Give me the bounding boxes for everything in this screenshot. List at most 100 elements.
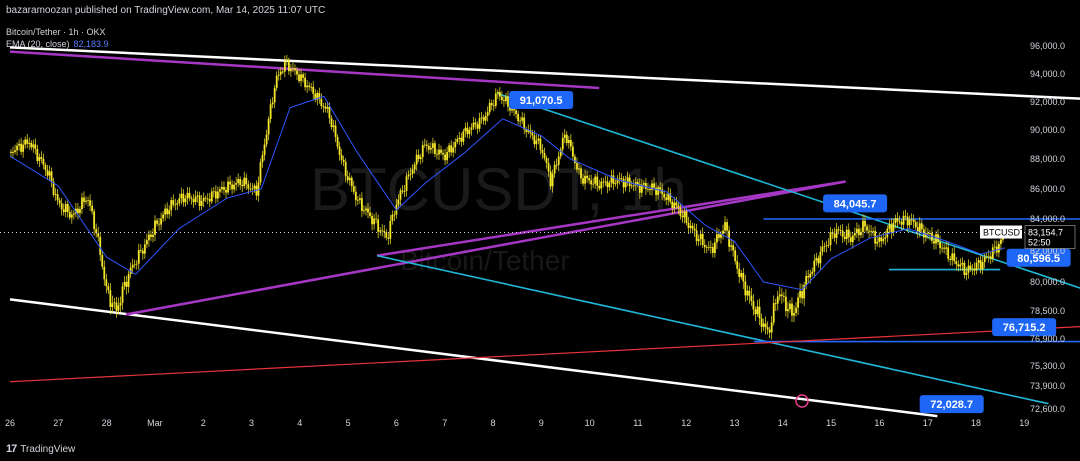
candle-body-246 — [509, 106, 511, 111]
x-tick-20: 18 — [971, 418, 981, 428]
candle-body-191 — [397, 199, 400, 205]
ema-legend[interactable]: EMA (20, close) 82,183.9 — [6, 39, 109, 49]
candle-body-138 — [290, 68, 292, 72]
candle-body-432 — [886, 228, 889, 238]
candle-body-74 — [160, 218, 162, 225]
candle-body-396 — [813, 260, 816, 272]
candle-body-199 — [413, 164, 416, 170]
candle-body-366 — [752, 301, 755, 310]
candle-body-320 — [659, 187, 662, 190]
candle-body-244 — [505, 96, 507, 102]
candle-body-184 — [383, 231, 386, 233]
candle-body-305 — [628, 177, 631, 187]
candle-body-301 — [620, 178, 623, 180]
candle-body-227 — [470, 127, 473, 130]
price-badge-price: 83,154.7 — [1028, 228, 1063, 238]
candle-body-260 — [537, 138, 540, 141]
candle-body-412 — [845, 229, 848, 239]
candle-body-104 — [221, 186, 223, 190]
candle-body-284 — [586, 175, 588, 179]
candle-body-380 — [780, 294, 783, 296]
candle-body-9 — [28, 142, 31, 144]
candle-body-152 — [318, 92, 321, 99]
candle-body-257 — [531, 132, 534, 136]
candle-body-414 — [849, 237, 852, 243]
candle-body-215 — [446, 152, 449, 161]
candle-body-374 — [768, 329, 771, 333]
candle-body-12 — [34, 144, 37, 150]
candle-body-122 — [257, 182, 260, 196]
candle-body-207 — [429, 147, 432, 150]
candle-body-265 — [547, 162, 550, 172]
candle-body-434 — [890, 224, 893, 233]
candle-body-401 — [823, 246, 826, 248]
candle-body-19 — [48, 171, 51, 176]
candle-body-221 — [458, 137, 461, 140]
candle-body-181 — [377, 219, 380, 232]
candle-body-108 — [229, 181, 231, 185]
candle-body-288 — [594, 176, 597, 184]
candle-body-173 — [361, 198, 363, 211]
candle-body-371 — [762, 323, 765, 327]
candle-body-117 — [247, 184, 250, 189]
candle-body-436 — [894, 218, 897, 224]
candle-body-478 — [979, 260, 982, 270]
candle-body-65 — [141, 250, 144, 254]
x-tick-7: 5 — [346, 418, 351, 428]
candle-body-102 — [216, 191, 219, 199]
candle-body-224 — [464, 127, 467, 132]
candle-body-186 — [387, 237, 390, 239]
candle-body-27 — [64, 204, 67, 213]
candle-body-213 — [442, 152, 444, 155]
candle-body-327 — [673, 202, 676, 209]
candle-body-6 — [22, 144, 25, 152]
candle-body-18 — [46, 170, 49, 176]
candle-body-7 — [24, 139, 27, 145]
candle-body-407 — [835, 229, 838, 238]
candle-body-272 — [561, 137, 564, 150]
candle-body-393 — [807, 276, 810, 278]
candle-body-338 — [695, 230, 698, 242]
candle-body-56 — [123, 281, 126, 287]
publisher-line: bazaramoozan published on TradingView.co… — [6, 5, 326, 16]
x-tick-14: 12 — [681, 418, 691, 428]
candle-body-52 — [115, 302, 118, 311]
candle-body-362 — [744, 281, 747, 296]
candle-body-136 — [285, 60, 288, 62]
candle-body-440 — [902, 215, 905, 225]
candle-body-118 — [249, 188, 252, 190]
candle-body-406 — [833, 233, 836, 238]
candle-body-128 — [269, 104, 272, 120]
candle-body-68 — [148, 234, 150, 241]
candle-body-222 — [460, 137, 463, 142]
candle-body-255 — [527, 129, 530, 132]
candle-body-344 — [707, 246, 710, 248]
trendline-trend-lower — [376, 254, 1049, 405]
candle-body-211 — [438, 149, 440, 155]
y-tick-2: 92,000.0 — [1030, 97, 1065, 107]
candle-body-124 — [261, 155, 264, 163]
candle-body-339 — [697, 239, 700, 242]
candle-body-43 — [97, 233, 100, 237]
candle-body-318 — [655, 187, 657, 195]
callout-label-72,028.7: 72,028.7 — [930, 399, 973, 411]
candle-body-156 — [326, 106, 329, 109]
candle-body-216 — [448, 145, 451, 153]
tradingview-brand: 17 TradingView — [6, 443, 75, 455]
candle-body-351 — [722, 230, 724, 234]
candle-body-204 — [423, 144, 426, 146]
candle-body-333 — [685, 211, 688, 223]
candle-body-485 — [993, 246, 996, 248]
candle-body-488 — [1000, 239, 1002, 244]
candle-body-449 — [920, 223, 923, 230]
candle-body-264 — [545, 158, 548, 163]
candle-body-24 — [58, 200, 61, 204]
candle-body-442 — [906, 216, 909, 226]
candle-body-293 — [604, 181, 607, 183]
candle-body-23 — [56, 194, 59, 201]
candle-body-64 — [139, 250, 142, 251]
x-tick-2: 28 — [102, 418, 112, 428]
y-tick-10: 76,900.0 — [1030, 334, 1065, 344]
trendline-triangle-lower — [125, 180, 846, 316]
